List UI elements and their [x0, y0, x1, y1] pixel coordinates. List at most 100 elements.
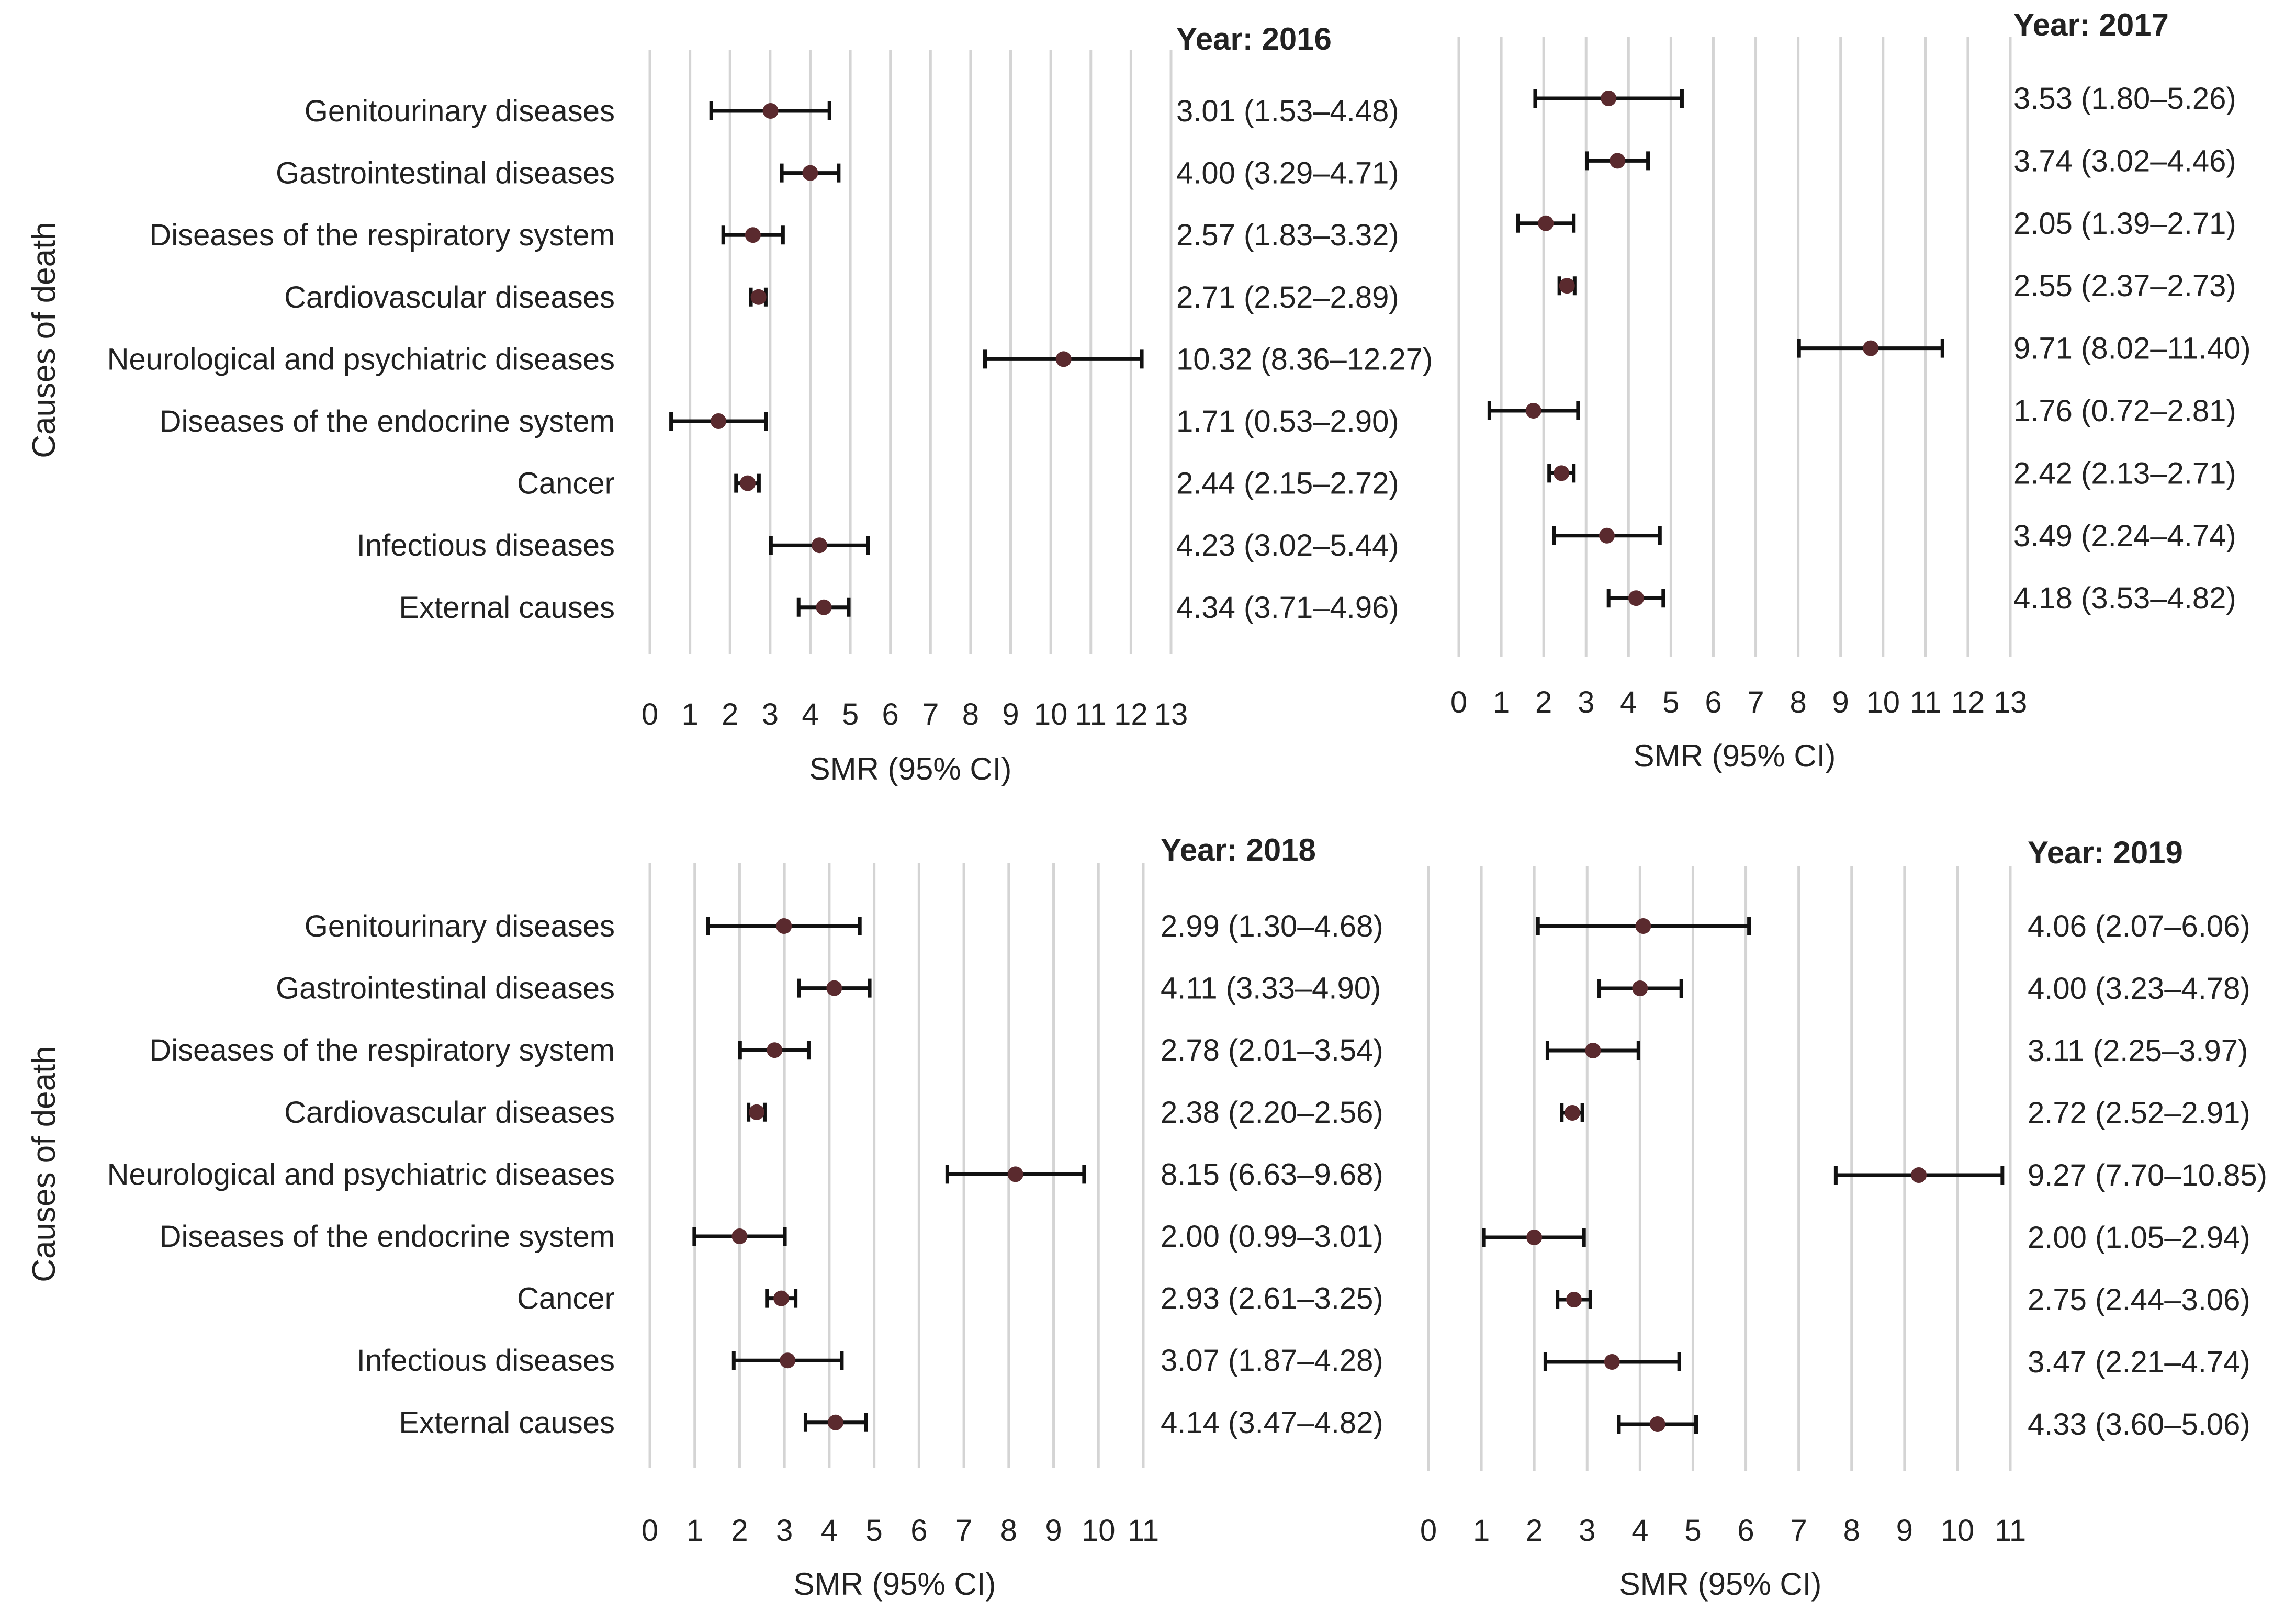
smr-point [1538, 215, 1554, 231]
smr-value-label: 2.75 (2.44–3.06) [2028, 1283, 2250, 1317]
smr-value-label: 4.18 (3.53–4.82) [2013, 581, 2236, 615]
x-tick-label: 6 [1737, 1514, 1754, 1548]
x-axis-label: SMR (95% CI) [1619, 1566, 1822, 1602]
y-axis-label: Causes of death [26, 1046, 62, 1282]
smr-point [1564, 1105, 1580, 1121]
smr-value-label: 2.55 (2.37–2.73) [2013, 269, 2236, 303]
smr-value-label: 2.57 (1.83–3.32) [1176, 218, 1399, 252]
smr-point [1525, 403, 1541, 419]
category-label: Diseases of the endocrine system [160, 404, 615, 438]
smr-value-label: 3.07 (1.87–4.28) [1161, 1344, 1383, 1378]
category-label: Genitourinary diseases [305, 909, 615, 943]
smr-point [1635, 918, 1651, 934]
category-label: Cardiovascular diseases [284, 1096, 615, 1130]
smr-point [1911, 1167, 1927, 1183]
x-tick-label: 11 [1128, 1514, 1159, 1548]
smr-point [745, 227, 761, 243]
smr-value-label: 3.49 (2.24–4.74) [2013, 519, 2236, 553]
smr-value-label: 3.53 (1.80–5.26) [2013, 82, 2236, 116]
x-tick-label: 0 [1420, 1514, 1437, 1548]
x-tick-label: 7 [955, 1514, 972, 1548]
x-axis-label: SMR (95% CI) [1634, 738, 1836, 773]
x-tick-label: 9 [1896, 1514, 1913, 1548]
x-tick-label: 7 [922, 697, 939, 731]
x-tick-label: 9 [1832, 685, 1849, 719]
smr-point [802, 165, 818, 181]
smr-value-label: 4.14 (3.47–4.82) [1161, 1406, 1383, 1440]
smr-value-label: 2.38 (2.20–2.56) [1161, 1096, 1383, 1130]
smr-value-label: 10.32 (8.36–12.27) [1176, 342, 1433, 376]
x-tick-label: 8 [1843, 1514, 1860, 1548]
x-axis-label: SMR (95% CI) [794, 1566, 996, 1602]
smr-value-label: 9.71 (8.02–11.40) [2013, 332, 2251, 366]
panel-title: Year: 2018 [1161, 832, 1316, 867]
panel-title: Year: 2016 [1176, 21, 1332, 57]
smr-value-label: 1.71 (0.53–2.90) [1176, 404, 1399, 438]
smr-value-label: 4.33 (3.60–5.06) [2028, 1407, 2250, 1441]
smr-point [1863, 340, 1879, 356]
smr-value-label: 2.72 (2.52–2.91) [2028, 1096, 2250, 1130]
x-tick-label: 10 [1082, 1514, 1116, 1548]
smr-point [750, 289, 767, 305]
category-label: External causes [399, 591, 615, 625]
smr-value-label: 4.00 (3.23–4.78) [2028, 972, 2250, 1006]
smr-point [1610, 153, 1626, 169]
x-tick-label: 5 [1684, 1514, 1701, 1548]
x-tick-label: 10 [1941, 1514, 1975, 1548]
x-tick-label: 8 [1789, 685, 1806, 719]
x-tick-label: 4 [802, 697, 818, 731]
smr-value-label: 4.34 (3.71–4.96) [1176, 591, 1399, 625]
smr-point [1566, 1292, 1582, 1307]
smr-point [1055, 351, 1072, 367]
smr-point [1554, 465, 1570, 481]
x-tick-label: 12 [1951, 685, 1985, 719]
x-tick-label: 5 [842, 697, 859, 731]
smr-point [1604, 1354, 1620, 1370]
category-label: Neurological and psychiatric diseases [107, 1157, 615, 1191]
category-label: Cancer [517, 467, 615, 501]
smr-point [1007, 1166, 1023, 1182]
x-tick-label: 8 [962, 697, 979, 731]
smr-value-label: 3.47 (2.21–4.74) [2028, 1345, 2250, 1379]
x-tick-label: 6 [1705, 685, 1721, 719]
x-tick-label: 10 [1034, 697, 1068, 731]
x-tick-label: 11 [1075, 697, 1107, 731]
smr-point [711, 413, 727, 429]
x-tick-label: 7 [1791, 1514, 1807, 1548]
smr-value-label: 3.74 (3.02–4.46) [2013, 144, 2236, 178]
smr-value-label: 3.11 (2.25–3.97) [2028, 1034, 2248, 1068]
x-tick-label: 0 [1450, 685, 1467, 719]
category-label: Gastrointestinal diseases [276, 156, 615, 190]
y-axis-label: Causes of death [26, 222, 62, 458]
smr-point [780, 1352, 796, 1369]
smr-point [731, 1228, 748, 1244]
smr-point [1649, 1416, 1665, 1432]
x-tick-label: 6 [882, 697, 899, 731]
category-label: Genitourinary diseases [305, 94, 615, 128]
x-tick-label: 2 [722, 697, 738, 731]
category-label: Cancer [517, 1282, 615, 1316]
x-tick-label: 3 [762, 697, 779, 731]
smr-value-label: 9.27 (7.70–10.85) [2028, 1158, 2267, 1192]
smr-value-label: 2.00 (0.99–3.01) [1161, 1220, 1383, 1254]
smr-point [776, 918, 792, 934]
x-tick-label: 12 [1114, 697, 1148, 731]
smr-value-label: 2.42 (2.13–2.71) [2013, 456, 2236, 490]
chart-panel-4: 0 1 2 3 4 5 6 7 8 9 10 11 SMR (95% CI) Year: 2019 4.06… [1420, 835, 2267, 1602]
x-tick-label: 1 [1493, 685, 1510, 719]
smr-point [1585, 1043, 1601, 1058]
smr-point [1632, 980, 1648, 996]
smr-point [767, 1042, 783, 1058]
smr-value-label: 2.05 (1.39–2.71) [2013, 207, 2236, 241]
x-tick-label: 7 [1747, 685, 1764, 719]
smr-value-label: 4.11 (3.33–4.90) [1161, 972, 1381, 1006]
x-tick-label: 11 [1910, 685, 1941, 719]
smr-point [816, 599, 832, 615]
smr-point [1526, 1230, 1543, 1245]
category-label: Cardiovascular diseases [284, 280, 615, 314]
smr-point [1601, 91, 1617, 106]
category-label: Diseases of the respiratory system [149, 218, 615, 252]
smr-value-label: 2.78 (2.01–3.54) [1161, 1033, 1383, 1067]
